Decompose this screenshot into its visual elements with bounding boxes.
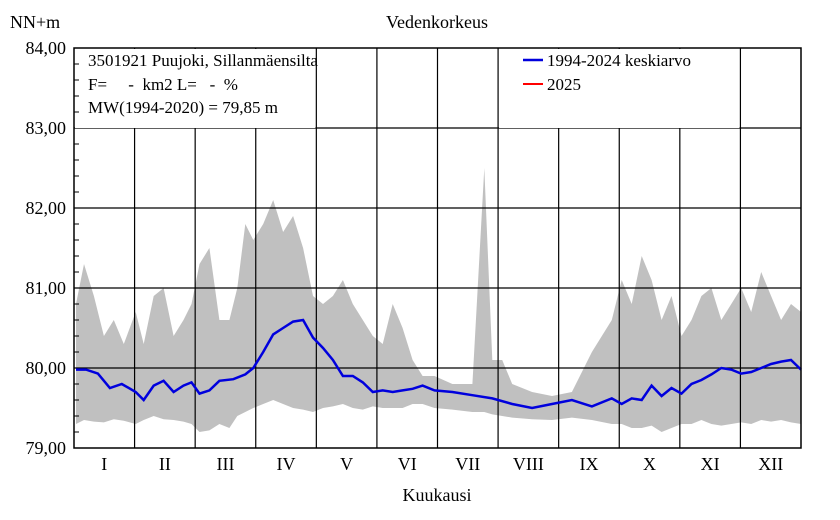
x-tick-label: III (216, 454, 234, 474)
series-line-mean (76, 318, 802, 410)
legend-background (499, 49, 740, 128)
x-axis-ticks: I II III IV V VI VII VIII IX X XI XII (101, 454, 783, 474)
y-tick-label: 84,00 (26, 38, 67, 58)
x-tick-label: VIII (513, 454, 544, 474)
x-tick-label: X (643, 454, 656, 474)
x-tick-label: VII (455, 454, 480, 474)
x-tick-label: II (159, 454, 171, 474)
x-tick-label: V (340, 454, 353, 474)
station-info-box: 3501921 Puujoki, Sillanmäensilta F= - km… (75, 49, 318, 128)
legend-label-2025: 2025 (547, 75, 581, 94)
plot-frame (73, 47, 802, 449)
y-tick-label: 82,00 (26, 198, 67, 218)
x-tick-label: XII (758, 454, 783, 474)
station-name: 3501921 Puujoki, Sillanmäensilta (88, 51, 318, 70)
x-tick-label: XI (701, 454, 720, 474)
y-tick-label: 80,00 (26, 358, 67, 378)
x-tick-label: I (101, 454, 107, 474)
y-tick-label: 83,00 (26, 118, 67, 138)
x-tick-label: IX (579, 454, 598, 474)
legend: 1994-2024 keskiarvo 2025 (499, 49, 740, 128)
x-tick-label: IV (277, 454, 296, 474)
legend-label-mean: 1994-2024 keskiarvo (547, 51, 691, 70)
y-tick-label: 81,00 (26, 278, 67, 298)
y-axis-ticks: 79,00 80,00 81,00 82,00 83,00 84,00 (26, 38, 79, 458)
info-box-background (75, 49, 316, 128)
x-axis-label: Kuukausi (403, 485, 472, 505)
catchment-info: F= - km2 L= - % (88, 75, 238, 94)
x-tick-label: VI (398, 454, 417, 474)
mean-water-level: MW(1994-2020) = 79,85 m (88, 98, 278, 117)
chart-title: Vedenkorkeus (386, 12, 488, 32)
y-tick-label: 79,00 (26, 438, 67, 458)
y-axis-label: NN+m (10, 12, 60, 32)
